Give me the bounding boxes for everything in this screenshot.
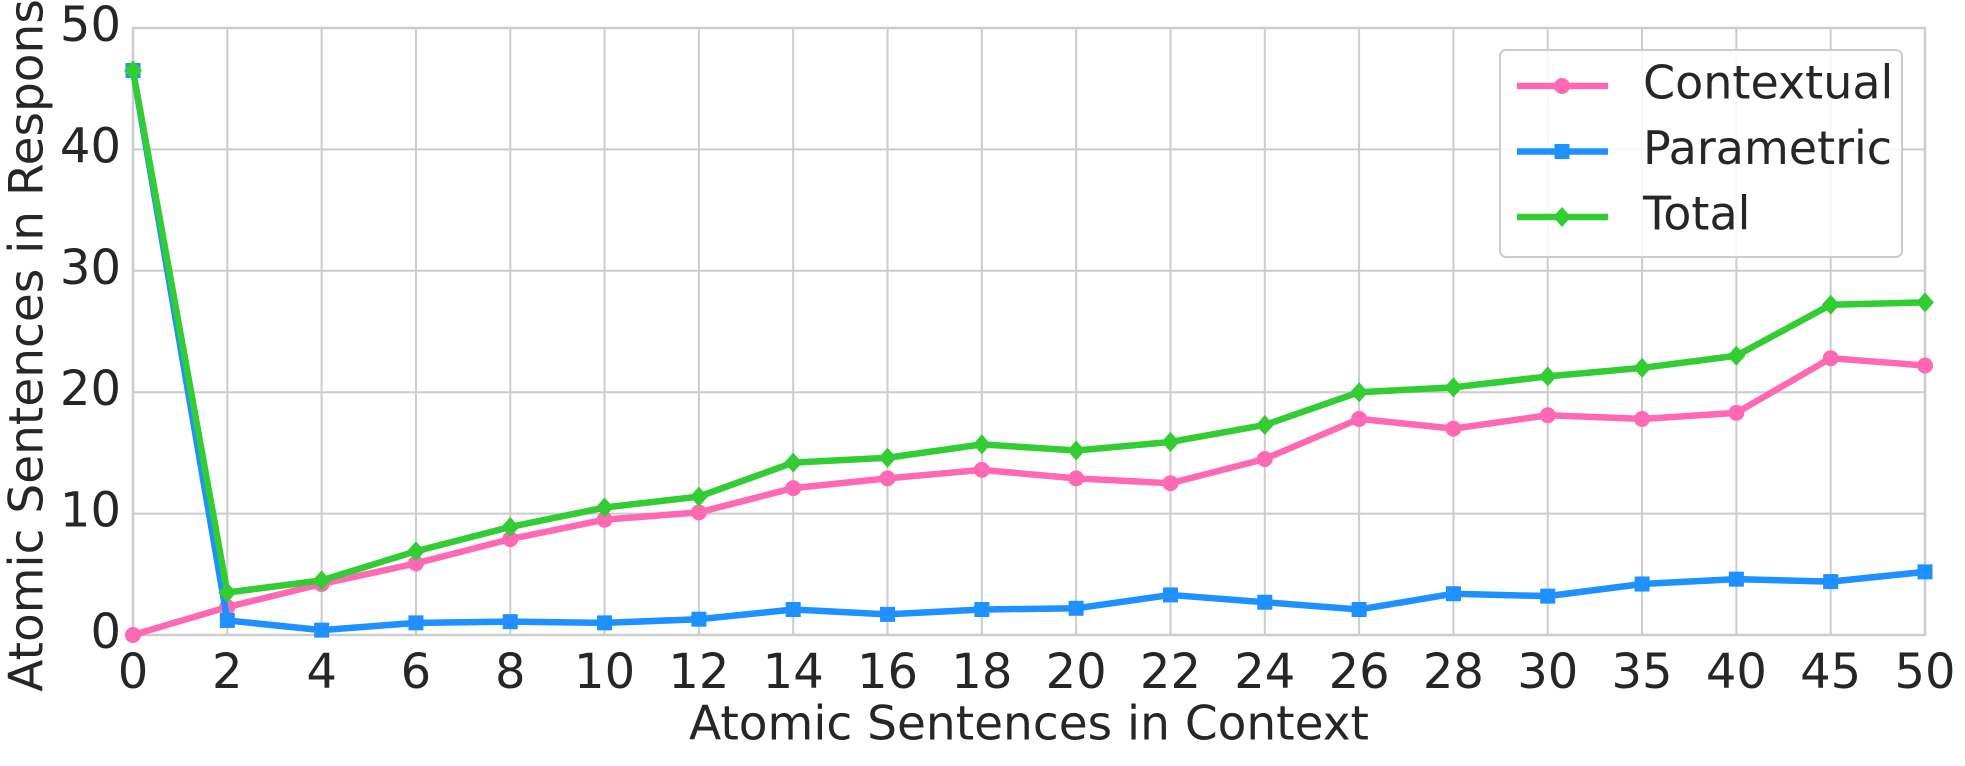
marker	[501, 516, 520, 537]
x-tick-label: 10	[574, 644, 635, 700]
legend-label: Contextual	[1643, 56, 1893, 110]
marker	[407, 555, 424, 572]
x-tick-label: 8	[495, 644, 526, 700]
marker	[973, 461, 990, 478]
x-tick-label: 18	[951, 644, 1012, 700]
marker	[1068, 600, 1084, 616]
marker	[1255, 414, 1274, 435]
marker	[314, 622, 330, 638]
marker	[1351, 410, 1368, 427]
marker	[878, 447, 897, 468]
x-tick-label: 45	[1800, 644, 1861, 700]
marker	[595, 497, 614, 518]
marker	[1350, 382, 1369, 403]
marker	[1822, 350, 1839, 367]
marker	[124, 60, 142, 81]
x-tick-label: 2	[212, 644, 243, 700]
marker	[1634, 576, 1650, 592]
marker	[1445, 586, 1461, 602]
marker	[1444, 377, 1463, 398]
series-line	[129, 69, 1926, 634]
y-tick-label: 0	[90, 604, 121, 660]
series-line	[132, 354, 1926, 639]
x-tick-label: 0	[118, 644, 149, 700]
marker	[218, 582, 237, 603]
marker	[1821, 294, 1840, 315]
marker	[1539, 407, 1556, 424]
marker	[880, 606, 896, 622]
marker	[502, 614, 518, 630]
x-tick-label: 24	[1234, 644, 1295, 700]
marker	[1916, 292, 1934, 313]
marker	[1256, 450, 1273, 467]
marker	[312, 570, 331, 591]
marker	[219, 612, 235, 628]
marker	[1727, 345, 1746, 366]
legend-label: Total	[1642, 187, 1750, 241]
marker	[1161, 431, 1180, 452]
x-tick-label: 50	[1894, 644, 1955, 700]
y-tick-label: 30	[60, 240, 121, 296]
marker	[597, 615, 613, 631]
marker	[1067, 440, 1086, 461]
marker	[784, 452, 803, 473]
y-tick-label: 10	[60, 483, 121, 539]
marker	[1351, 602, 1367, 618]
x-tick-label: 40	[1706, 644, 1767, 700]
legend-label: Parametric	[1643, 121, 1892, 175]
marker	[1068, 470, 1085, 487]
marker	[972, 434, 991, 455]
marker	[596, 511, 613, 528]
marker	[1553, 207, 1571, 227]
marker	[1540, 588, 1556, 604]
legend-box	[1499, 49, 1903, 258]
marker	[879, 470, 896, 487]
marker	[125, 627, 141, 643]
x-tick-label: 20	[1046, 644, 1107, 700]
x-tick-label: 30	[1517, 644, 1578, 700]
x-tick-label: 16	[857, 644, 918, 700]
plot-frame	[131, 26, 1927, 637]
x-axis-label: Atomic Sentences in Context	[689, 697, 1369, 752]
marker	[1554, 78, 1570, 94]
legend: Contextual Parametric Total	[1499, 49, 1903, 258]
marker	[1823, 574, 1839, 590]
marker	[785, 480, 802, 497]
x-tick-label: 22	[1140, 644, 1201, 700]
marker	[1538, 366, 1557, 387]
marker	[785, 602, 801, 618]
marker	[1728, 404, 1745, 421]
marker	[1554, 144, 1570, 159]
x-tick-label: 35	[1612, 644, 1673, 700]
marker	[1445, 420, 1462, 437]
y-tick-label: 20	[60, 361, 121, 417]
series-line	[129, 69, 1926, 596]
marker	[1633, 357, 1652, 378]
x-tick-label: 26	[1329, 644, 1390, 700]
x-tick-label: 28	[1423, 644, 1484, 700]
marker	[689, 486, 708, 507]
y-tick-label: 40	[60, 118, 121, 174]
marker	[1917, 357, 1933, 374]
marker	[406, 541, 425, 562]
marker	[691, 611, 707, 627]
marker	[1162, 587, 1178, 603]
marker	[502, 531, 519, 548]
x-tick-label: 4	[306, 644, 337, 700]
marker	[1634, 410, 1651, 427]
marker	[974, 602, 990, 618]
marker	[1917, 564, 1933, 580]
marker	[1257, 594, 1273, 610]
x-tick-label: 6	[401, 644, 432, 700]
marker	[1162, 475, 1179, 492]
x-tick-label: 14	[763, 644, 824, 700]
y-tick-label: 50	[60, 0, 121, 53]
marker	[408, 615, 424, 631]
x-tick-label: 12	[668, 644, 729, 700]
y-axis-label: Atomic Sentences in Response	[0, 0, 55, 692]
marker	[1728, 571, 1744, 587]
marker	[690, 504, 707, 521]
